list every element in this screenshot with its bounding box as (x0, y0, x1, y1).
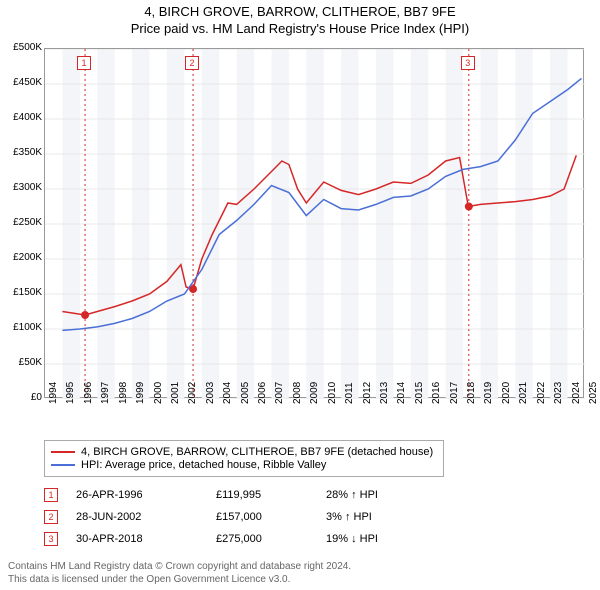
event-pct: 28% ↑ HPI (326, 489, 446, 501)
legend: 4, BIRCH GROVE, BARROW, CLITHEROE, BB7 9… (44, 440, 444, 477)
event-row: 1 26-APR-1996 £119,995 28% ↑ HPI (44, 484, 446, 506)
y-tick-label: £50K (0, 357, 42, 368)
y-tick-label: £100K (0, 322, 42, 333)
event-badge: 2 (44, 510, 58, 524)
y-tick-label: £350K (0, 147, 42, 158)
legend-swatch (51, 451, 75, 453)
event-price: £275,000 (216, 533, 326, 545)
legend-item: HPI: Average price, detached house, Ribb… (51, 459, 437, 471)
y-tick-label: £300K (0, 182, 42, 193)
y-tick-label: £250K (0, 217, 42, 228)
event-badge: 1 (44, 488, 58, 502)
event-pct: 19% ↓ HPI (326, 533, 446, 545)
event-pct: 3% ↑ HPI (326, 511, 446, 523)
y-tick-label: £150K (0, 287, 42, 298)
event-row: 3 30-APR-2018 £275,000 19% ↓ HPI (44, 528, 446, 550)
chart-event-badge: 2 (185, 56, 199, 70)
footer-line2: This data is licensed under the Open Gov… (8, 573, 351, 586)
event-date: 30-APR-2018 (76, 533, 216, 545)
footer: Contains HM Land Registry data © Crown c… (8, 560, 351, 586)
title-address: 4, BIRCH GROVE, BARROW, CLITHEROE, BB7 9… (0, 4, 600, 19)
events-table: 1 26-APR-1996 £119,995 28% ↑ HPI 2 28-JU… (44, 484, 446, 550)
y-tick-label: £500K (0, 42, 42, 53)
legend-item: 4, BIRCH GROVE, BARROW, CLITHEROE, BB7 9… (51, 446, 437, 458)
chart-plot-area (44, 48, 584, 398)
chart-svg (45, 49, 585, 399)
event-badge: 3 (44, 532, 58, 546)
event-date: 28-JUN-2002 (76, 511, 216, 523)
title-block: 4, BIRCH GROVE, BARROW, CLITHEROE, BB7 9… (0, 0, 600, 36)
chart-event-badge: 3 (461, 56, 475, 70)
footer-line1: Contains HM Land Registry data © Crown c… (8, 560, 351, 573)
y-tick-label: £200K (0, 252, 42, 263)
x-tick-label: 2025 (588, 382, 600, 404)
y-tick-label: £0 (0, 392, 42, 403)
event-row: 2 28-JUN-2002 £157,000 3% ↑ HPI (44, 506, 446, 528)
title-subtitle: Price paid vs. HM Land Registry's House … (0, 21, 600, 36)
legend-label: HPI: Average price, detached house, Ribb… (81, 459, 326, 471)
event-price: £157,000 (216, 511, 326, 523)
legend-swatch (51, 464, 75, 466)
event-price: £119,995 (216, 489, 326, 501)
chart-container: 4, BIRCH GROVE, BARROW, CLITHEROE, BB7 9… (0, 0, 600, 590)
event-date: 26-APR-1996 (76, 489, 216, 501)
legend-label: 4, BIRCH GROVE, BARROW, CLITHEROE, BB7 9… (81, 446, 433, 458)
y-tick-label: £450K (0, 77, 42, 88)
y-tick-label: £400K (0, 112, 42, 123)
chart-event-badge: 1 (77, 56, 91, 70)
